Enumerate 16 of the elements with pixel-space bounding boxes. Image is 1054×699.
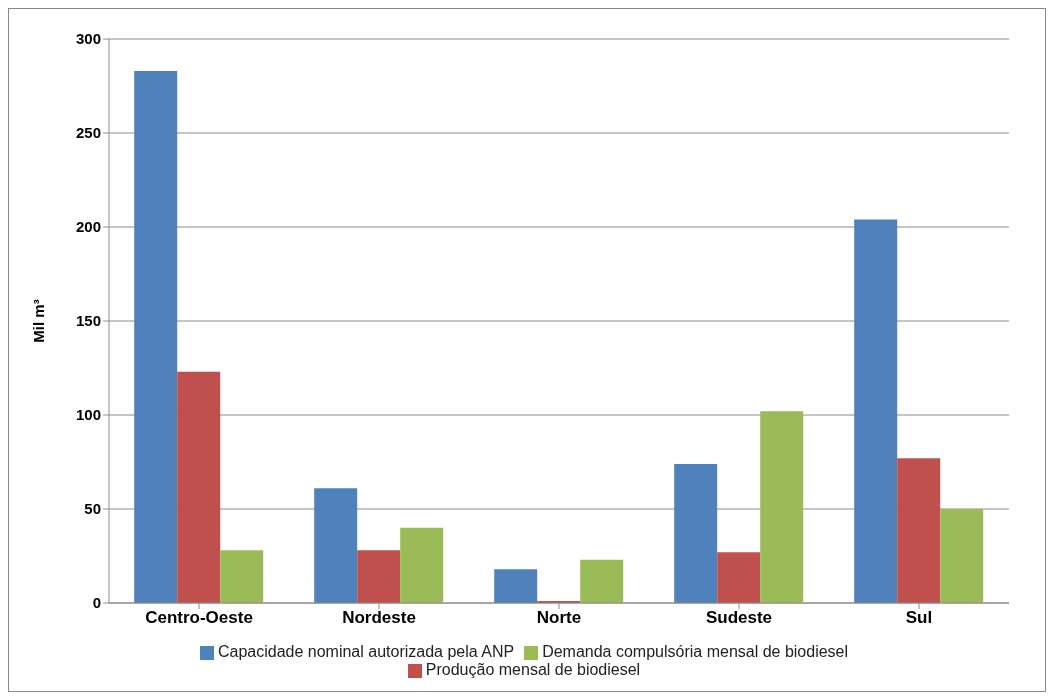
y-axis-title: Mil m³ [30, 299, 48, 343]
y-tick-label: 200 [75, 218, 101, 236]
x-tick-label: Sudeste [705, 608, 773, 628]
y-tick-label: 250 [75, 124, 101, 142]
x-tick-label: Nordeste [342, 608, 416, 628]
x-tick-label: Norte [536, 608, 582, 628]
legend-label: Capacidade nominal autorizada pela ANP [217, 643, 515, 660]
x-tick-label: Sul [905, 608, 933, 628]
y-tick-label: 300 [75, 30, 101, 48]
y-tick-label: 0 [92, 594, 101, 612]
y-tick-label: 100 [75, 406, 101, 424]
y-tick-label: 50 [84, 500, 101, 518]
x-tick-label: Centro-Oeste [145, 608, 253, 628]
legend-label: Demanda compulsória mensal de biodiesel [542, 643, 849, 660]
y-tick-label: 150 [75, 312, 101, 330]
legend-label: Produção mensal de biodiesel [425, 661, 641, 678]
